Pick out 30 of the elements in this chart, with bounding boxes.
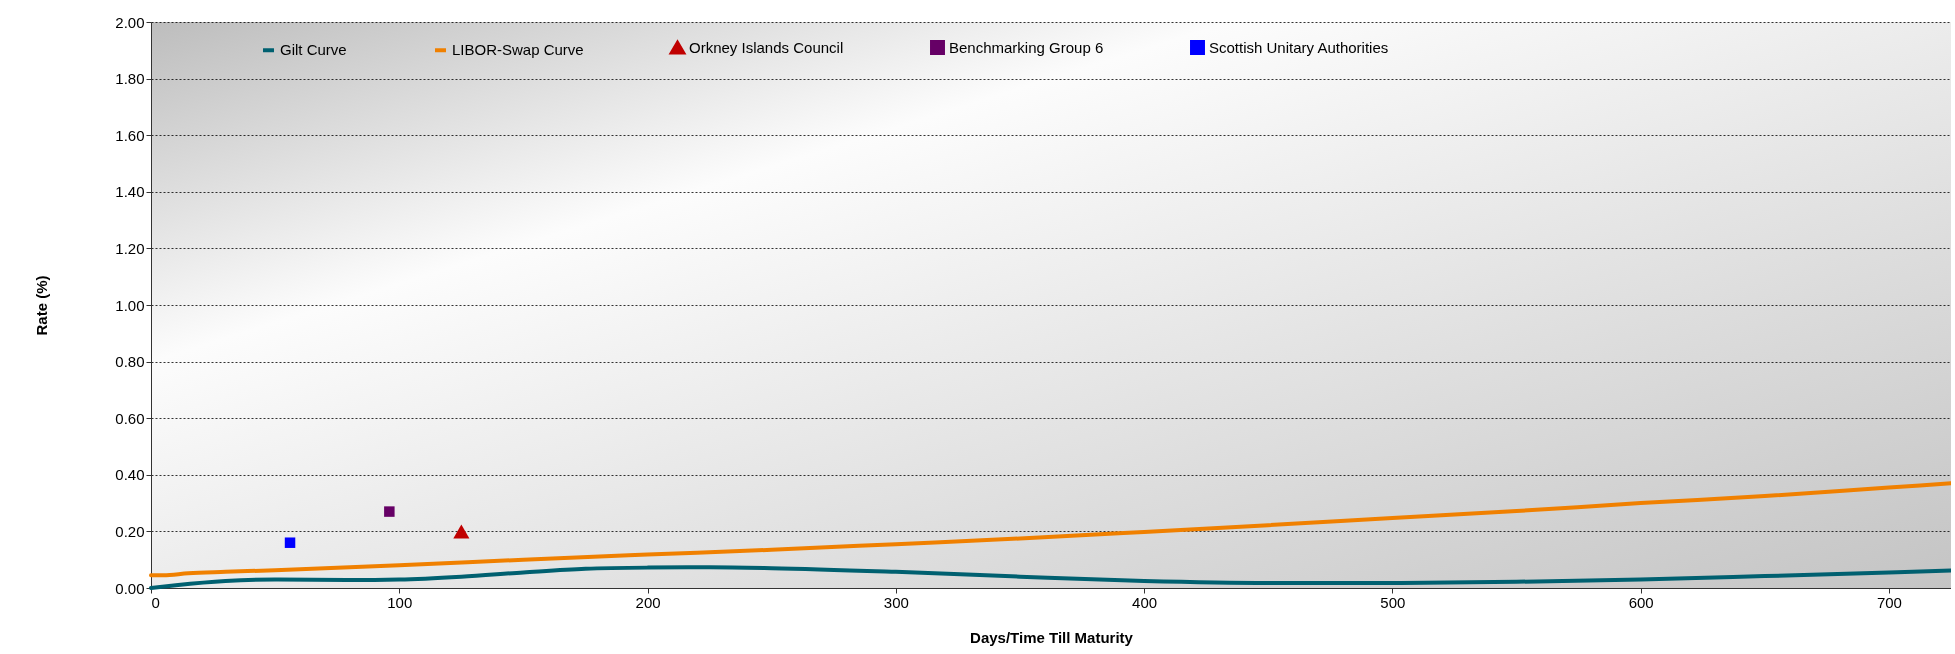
x-tick-label: 0 — [151, 593, 160, 611]
y-tick-label: 1.00 — [115, 296, 145, 314]
point — [284, 537, 296, 548]
x-tick-label: 500 — [1380, 593, 1406, 611]
legend-label: LIBOR-Swap Curve — [452, 41, 584, 59]
legend-label: Benchmarking Group 6 — [949, 38, 1104, 56]
legend-label: Gilt Curve — [280, 41, 347, 59]
x-tick-label: 300 — [883, 593, 909, 611]
y-tick-label: 2.00 — [115, 13, 145, 31]
y-tick-label: 1.80 — [115, 70, 145, 88]
x-axis-title: Days/Time Till Maturity — [970, 628, 1134, 646]
legend-label: Orkney Islands Council — [689, 38, 844, 56]
x-tick-label: 200 — [635, 593, 661, 611]
y-tick-label: 0.00 — [115, 579, 145, 597]
point — [384, 506, 395, 517]
y-tick-label: 1.20 — [115, 239, 145, 257]
y-tick-label: 0.80 — [115, 353, 145, 371]
x-tick-label: 700 — [1876, 593, 1902, 611]
point — [453, 524, 470, 539]
x-tick-label: 100 — [387, 593, 413, 611]
x-tick-label: 400 — [1132, 593, 1158, 611]
y-tick-label: 0.40 — [115, 466, 145, 484]
y-axis-title: Rate (%) — [33, 275, 51, 336]
y-tick-label: 0.60 — [115, 409, 145, 427]
y-tick-label: 0.20 — [115, 522, 145, 540]
x-tick-label: 600 — [1628, 593, 1654, 611]
legend-label: Scottish Unitary Authorities — [1209, 38, 1389, 56]
line-series — [149, 481, 1951, 578]
y-tick-label: 1.60 — [115, 126, 145, 144]
y-tick-label: 1.40 — [115, 183, 145, 201]
